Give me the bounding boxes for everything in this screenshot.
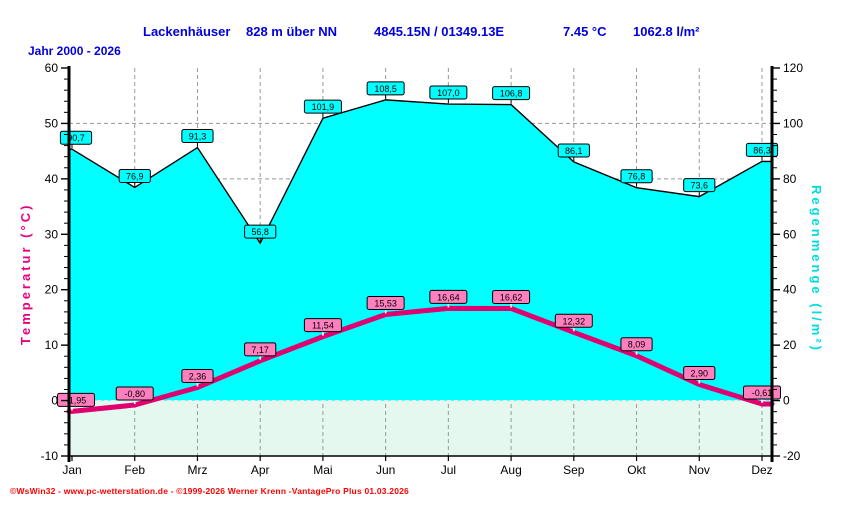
left-axis-title: Temperatur (°C) (18, 203, 33, 345)
station-coordinates: 4845.15N / 01349.13E (374, 24, 505, 39)
temp-value-box (366, 295, 405, 310)
temp-value-box (683, 365, 716, 380)
temp-value-label: 2,36 (189, 371, 207, 381)
temp-value-box (554, 313, 593, 328)
mean-temperature: 7.45 °C (563, 24, 607, 39)
temp-value-box (620, 337, 653, 352)
temp-value-label: 12,32 (563, 316, 586, 326)
right-axis-tick-label: -20 (783, 449, 801, 463)
rain-area (69, 99, 772, 401)
rain-value-label: 76,8 (628, 172, 646, 182)
temp-value-label: -0,80 (124, 389, 145, 399)
temp-value-box (429, 289, 468, 304)
month-label: Aug (500, 463, 521, 477)
left-axis-tick-label: 40 (45, 172, 59, 186)
right-axis-tick-label: 20 (783, 338, 797, 352)
temp-value-label: 16,62 (500, 292, 523, 302)
temp-value-label: 2,90 (691, 368, 709, 378)
rain-value-box (429, 85, 468, 100)
month-label: Dez (751, 463, 772, 477)
rain-value-label: 56,8 (251, 227, 269, 237)
station-name: Lackenhäuser (143, 24, 231, 39)
temp-value-box (303, 318, 342, 333)
right-axis-title: Regenmenge (l/m²) (809, 185, 824, 353)
rain-value-box (557, 143, 590, 158)
rain-value-label: 86,1 (565, 146, 583, 156)
left-axis-tick-label: 0 (51, 394, 58, 408)
copyright-footer: ©WsWin32 - www.pc-wetterstation.de - ©19… (10, 486, 409, 496)
temp-value-label: -1,95 (66, 395, 87, 405)
period-label: Jahr 2000 - 2026 (28, 44, 121, 58)
rain-value-box (244, 224, 277, 239)
rain-value-box (745, 142, 779, 157)
temp-value-box (115, 386, 154, 401)
temp-value-label: 15,53 (374, 298, 397, 308)
month-label: Mai (313, 463, 332, 477)
month-label: Sep (563, 463, 585, 477)
below-zero-band (69, 400, 772, 456)
left-axis-tick-label: 10 (45, 338, 59, 352)
station-altitude: 828 m über NN (246, 24, 338, 39)
temp-value-label: -0,61 (752, 388, 773, 398)
temp-value-label: 7,17 (251, 345, 269, 355)
month-label: Jun (376, 463, 395, 477)
right-axis-tick-label: 80 (783, 172, 797, 186)
rain-value-label: 106,8 (500, 89, 523, 99)
left-axis-tick-label: 30 (45, 227, 59, 241)
rain-value-label: 86,3 (753, 145, 771, 155)
left-axis-tick-label: 60 (45, 61, 59, 75)
temp-value-box (57, 392, 95, 407)
month-label: Apr (251, 463, 270, 477)
month-label: Nov (689, 463, 710, 477)
rain-value-box (303, 99, 342, 114)
right-axis-tick-label: 120 (783, 61, 803, 75)
annual-rainfall: 1062.8 l/m² (633, 24, 700, 39)
left-axis-tick-label: -10 (41, 449, 59, 463)
rain-value-box (492, 86, 531, 101)
rain-value-box (366, 81, 405, 96)
rain-value-label: 91,3 (189, 132, 207, 142)
rain-value-label: 90,7 (67, 133, 85, 143)
rain-value-box (620, 169, 653, 184)
right-axis-tick-label: 0 (783, 394, 790, 408)
rain-value-label: 76,9 (126, 171, 144, 181)
left-axis-tick-label: 50 (45, 116, 59, 130)
month-label: Jul (441, 463, 456, 477)
month-label: Jan (62, 463, 81, 477)
right-axis-tick-label: 40 (783, 283, 797, 297)
left-axis-tick-label: 20 (45, 283, 59, 297)
temp-value-label: 8,09 (628, 340, 646, 350)
rain-value-box (181, 129, 214, 144)
rain-value-box (118, 168, 151, 183)
temp-value-box (244, 342, 277, 357)
temp-value-box (181, 368, 214, 383)
rain-value-label: 101,9 (312, 102, 335, 112)
rain-value-label: 108,5 (374, 84, 397, 94)
temp-value-box (492, 289, 531, 304)
month-label: Feb (124, 463, 145, 477)
temp-value-label: 16,64 (437, 292, 460, 302)
right-axis-tick-label: 100 (783, 116, 803, 130)
right-axis-tick-label: 60 (783, 227, 797, 241)
rain-value-label: 73,6 (691, 181, 709, 191)
rain-value-box (683, 178, 716, 193)
month-label: Mrz (187, 463, 207, 477)
temp-value-label: 11,54 (312, 321, 334, 331)
rain-value-label: 107,0 (437, 88, 460, 98)
month-label: Okt (627, 463, 646, 477)
